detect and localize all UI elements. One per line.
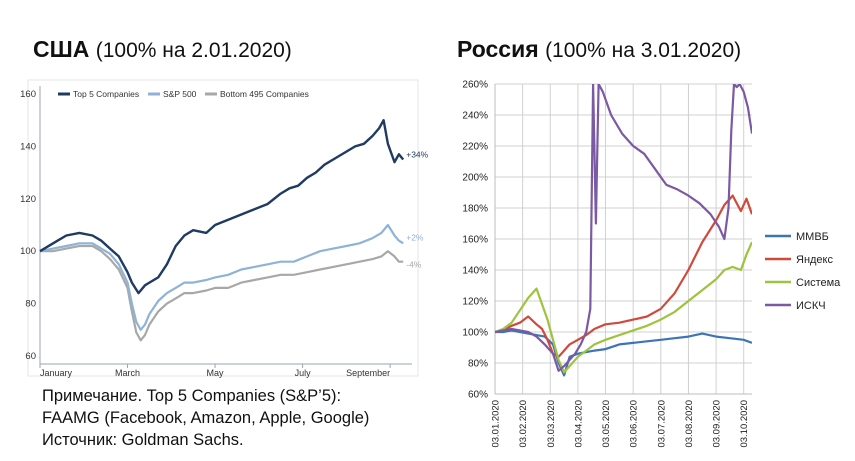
- ru-legend-label: Система: [796, 277, 841, 289]
- us-legend-label-s-p-500: S&P 500: [163, 89, 197, 99]
- ru-x-tick-label: 03.02.2020: [518, 400, 529, 448]
- us-x-tick-label: March: [115, 368, 140, 378]
- us-x-tick-label: September: [346, 368, 390, 378]
- ru-legend-label: ММВБ: [796, 231, 829, 243]
- ru-series-group: [495, 84, 752, 377]
- us-series-line-top-5-companies: [39, 118, 405, 295]
- ru-chart-heading: Россия (100% на 3.01.2020): [457, 36, 741, 63]
- ru-x-tick-label: 03.09.2020: [712, 400, 723, 448]
- us-legend-label-bottom-495-companies: Bottom 495 Companies: [220, 89, 309, 99]
- us-end-annotation: -4%: [406, 260, 422, 270]
- us-x-tick-label: May: [207, 368, 225, 378]
- ru-series-line-яндекс: [495, 194, 752, 358]
- source-line: Источник: Goldman Sachs.: [42, 431, 244, 449]
- ru-x-tick-label: 03.01.2020: [491, 400, 502, 448]
- ru-y-tick-label: 80%: [468, 359, 488, 370]
- us-y-tick-label: 60: [25, 351, 36, 362]
- us-y-tick-label: 120: [20, 194, 36, 205]
- ru-y-tick-label: 240%: [462, 111, 488, 122]
- us-chart-title: США: [33, 36, 90, 62]
- us-series-line-s-p-500: [39, 223, 404, 331]
- ru-y-tick-label: 120%: [462, 297, 488, 308]
- ru-x-tick-label: 03.10.2020: [739, 400, 750, 448]
- note-line-1: Примечание. Top 5 Companies (S&P’5):: [42, 387, 342, 405]
- us-x-tick-label: January: [40, 368, 73, 378]
- ru-legend-label: Яндекс: [796, 254, 833, 266]
- ru-y-tick-label: 100%: [462, 328, 488, 339]
- note-line-2: FAAMG (Facebook, Amazon, Apple, Google): [42, 409, 370, 427]
- ru-y-tick-label: 220%: [462, 142, 488, 153]
- ru-legend-label: ИСКЧ: [796, 300, 826, 312]
- ru-x-tick-label: 03.07.2020: [656, 400, 667, 448]
- ru-chart-subtitle: (100% на 3.01.2020): [545, 39, 742, 62]
- us-chart-heading: США (100% на 2.01.2020): [33, 36, 292, 63]
- ru-x-tick-label: 03.08.2020: [684, 400, 695, 448]
- ru-x-tick-label: 03.03.2020: [546, 400, 557, 448]
- us-y-tick-label: 160: [20, 89, 36, 100]
- us-end-annotation: +34%: [406, 150, 428, 160]
- ru-series-line-ммвб: [495, 329, 752, 377]
- ru-y-tick-label: 180%: [462, 204, 488, 215]
- ru-chart-title: Россия: [457, 36, 539, 62]
- ru-y-tick-label: 160%: [462, 235, 488, 246]
- us-y-tick-label: 140: [20, 141, 36, 152]
- ru-x-tick-label: 03.04.2020: [573, 400, 584, 448]
- us-end-annotation: +2%: [406, 232, 424, 242]
- us-series-line-bottom-495-companies: [40, 244, 404, 342]
- ru-y-tick-label: 60%: [468, 390, 488, 401]
- ru-series-line-искч: [495, 84, 752, 372]
- us-y-tick-label: 80: [25, 299, 36, 310]
- ru-x-tick-label: 03.05.2020: [601, 400, 612, 448]
- us-y-tick-label: 100: [20, 246, 36, 257]
- us-legend-label-top-5-companies: Top 5 Companies: [73, 89, 139, 99]
- us-chart-subtitle: (100% на 2.01.2020): [95, 39, 292, 62]
- us-chart-frame: [27, 79, 419, 377]
- ru-series-line-система: [495, 241, 752, 374]
- us-x-tick-label: July: [295, 368, 312, 378]
- ru-y-tick-label: 140%: [462, 266, 488, 277]
- ru-y-tick-label: 200%: [462, 173, 488, 184]
- ru-y-tick-label: 260%: [462, 80, 488, 91]
- ru-x-tick-label: 03.06.2020: [629, 400, 640, 448]
